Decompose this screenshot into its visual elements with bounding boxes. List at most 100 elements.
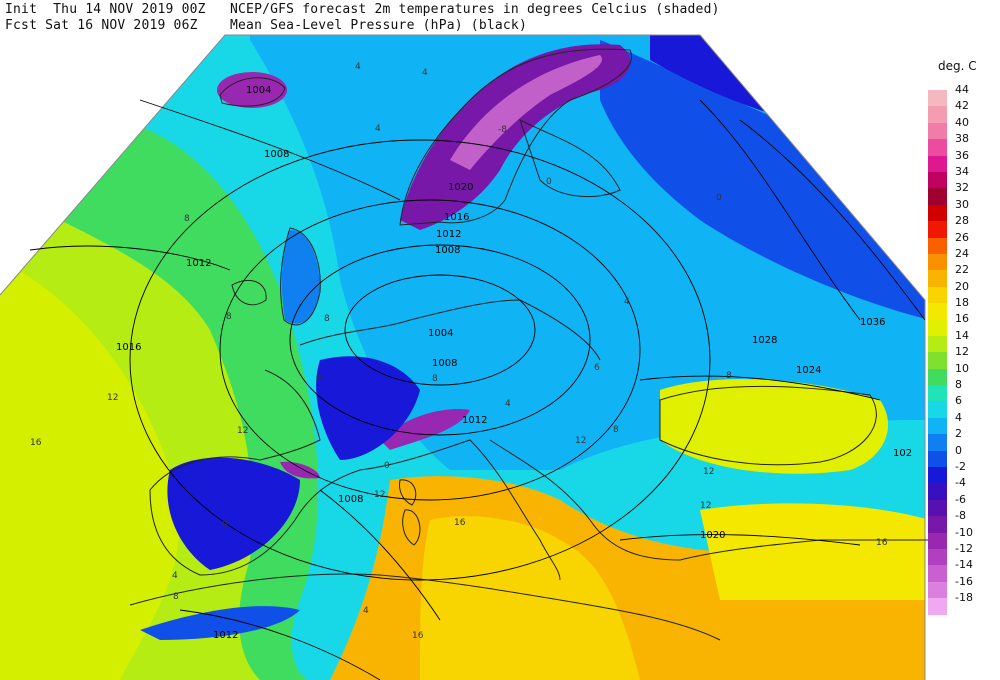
colorbar-label: 44 xyxy=(955,83,969,96)
colorbar-label: -6 xyxy=(955,492,966,506)
colorbar-entry: 32 xyxy=(928,181,988,205)
temp-label: 16 xyxy=(454,518,466,528)
colorbar-entry: -6 xyxy=(928,493,988,517)
temp-label: 8 xyxy=(226,312,232,322)
colorbar-entry: 40 xyxy=(928,116,988,140)
isobar-label: 1004 xyxy=(246,85,271,96)
isobar-1012-south xyxy=(179,609,381,680)
temp-label: 16 xyxy=(876,538,888,548)
temp-label: 12 xyxy=(700,501,711,511)
colorbar-swatch xyxy=(928,204,947,222)
isobar-1024 xyxy=(639,375,881,401)
colorbar-label: -14 xyxy=(955,558,973,572)
colorbar-swatch xyxy=(928,417,947,435)
colorbar-swatch xyxy=(928,466,947,484)
colorbar-label: 8 xyxy=(955,378,962,392)
forecast-time-label: Fcst Sat 16 NOV 2019 06Z xyxy=(5,18,198,33)
iberia-cold-shade xyxy=(167,457,300,570)
colorbar-entry: -4 xyxy=(928,476,988,500)
colorbar-swatch xyxy=(928,368,947,386)
isobar-label: 1008 xyxy=(264,149,289,160)
isobar-label: 1016 xyxy=(116,342,141,353)
isobar-label: 1016 xyxy=(444,212,469,223)
isobar-label: 102 xyxy=(893,448,912,459)
isobar-1004 xyxy=(344,274,536,386)
colorbar-swatch xyxy=(928,188,947,205)
isobar-1016 xyxy=(129,139,711,581)
temperature-colorbar: 44 42 40 38 36 34 32 30 28 26 24 22 20 18 16 14 12 10 8 6 4 2… xyxy=(928,83,988,615)
colorbar-label: 20 xyxy=(955,279,969,293)
scandinavia-coast xyxy=(399,48,633,226)
colorbar-entry: 30 xyxy=(928,198,988,222)
temp-label: 12 xyxy=(237,426,248,436)
colorbar-label: 30 xyxy=(955,197,969,211)
isobar-label: 1008 xyxy=(432,358,457,369)
colorbar-label: -8 xyxy=(955,509,966,523)
colorbar-entry: 24 xyxy=(928,247,988,271)
isobar-1020-south xyxy=(619,534,861,546)
temp-label: 4 xyxy=(355,62,361,72)
temp-label: 12 xyxy=(703,467,714,477)
iceland-coast xyxy=(219,77,286,107)
isobar-label: 1024 xyxy=(796,365,821,376)
colorbar-entry: 28 xyxy=(928,214,988,238)
colorbar-swatch xyxy=(928,237,947,254)
temp-label: 0 xyxy=(384,461,390,471)
alps-shade xyxy=(380,409,470,450)
colorbar-swatch xyxy=(928,122,947,140)
colorbar-entry: 44 xyxy=(928,83,988,107)
colorbar-entry: -10 xyxy=(928,526,988,549)
temp-label: 0 xyxy=(716,193,722,203)
temp-label: 4 xyxy=(422,68,428,78)
ireland-coast xyxy=(231,280,267,306)
turkey-south-shade xyxy=(700,503,925,600)
corsica-coast xyxy=(399,479,417,506)
colorbar-entry: 12 xyxy=(928,345,988,369)
isobar-label: 1004 xyxy=(428,328,453,339)
colorbar-swatch xyxy=(928,598,947,615)
isobar-1012-west xyxy=(29,245,231,271)
iberia-france-coast xyxy=(149,369,361,576)
scandinavia-peak-shade xyxy=(450,55,602,170)
colorbar-swatch xyxy=(928,516,947,533)
colorbar-label: 0 xyxy=(955,443,962,457)
colorbar-swatch xyxy=(928,286,947,304)
britain-shade xyxy=(281,230,320,324)
colorbar-entry: 34 xyxy=(928,165,988,189)
temp-label: 4 xyxy=(505,399,511,409)
africa-coast xyxy=(129,573,721,641)
colorbar-title: deg. C xyxy=(938,59,977,73)
colorbar-swatch xyxy=(928,532,947,549)
colorbar-swatch xyxy=(928,499,947,517)
isobar-1008-north xyxy=(139,99,401,201)
france-cold-shade xyxy=(316,356,420,460)
temp-label: 4 xyxy=(363,606,369,616)
temp-label: 8 xyxy=(173,592,179,602)
balkan-turkey-coast xyxy=(489,439,930,561)
colorbar-swatch xyxy=(928,483,947,500)
temp-label: 12 xyxy=(575,436,586,446)
colorbar-entry: 18 xyxy=(928,296,988,320)
isobar-label: 1028 xyxy=(752,335,777,346)
colorbar-entry: 0 xyxy=(928,444,988,467)
colorbar-swatch xyxy=(928,155,947,172)
colorbar-entry: 10 xyxy=(928,362,988,386)
isobar-label: 1012 xyxy=(462,415,487,426)
colorbar-label: -12 xyxy=(955,541,973,555)
temp-label: 8 xyxy=(613,425,619,435)
colorbar-entry: 20 xyxy=(928,280,988,304)
colorbar-entry: 38 xyxy=(928,132,988,156)
colorbar-entry: 22 xyxy=(928,263,988,287)
colorbar-label: 22 xyxy=(955,263,969,277)
temp-label: -8 xyxy=(498,125,507,135)
isobar-label: 1008 xyxy=(338,494,363,505)
temp-label: 12 xyxy=(107,393,118,403)
italy-coast xyxy=(359,439,561,581)
colorbar-swatch xyxy=(928,352,947,369)
temp-label: 0 xyxy=(546,177,552,187)
colorbar-label: 34 xyxy=(955,164,969,178)
map-title-temperature: NCEP/GFS forecast 2m temperatures in deg… xyxy=(230,2,720,17)
colorbar-label: 2 xyxy=(955,427,962,441)
colorbar-swatch xyxy=(928,90,947,107)
temp-label: 8 xyxy=(184,214,190,224)
